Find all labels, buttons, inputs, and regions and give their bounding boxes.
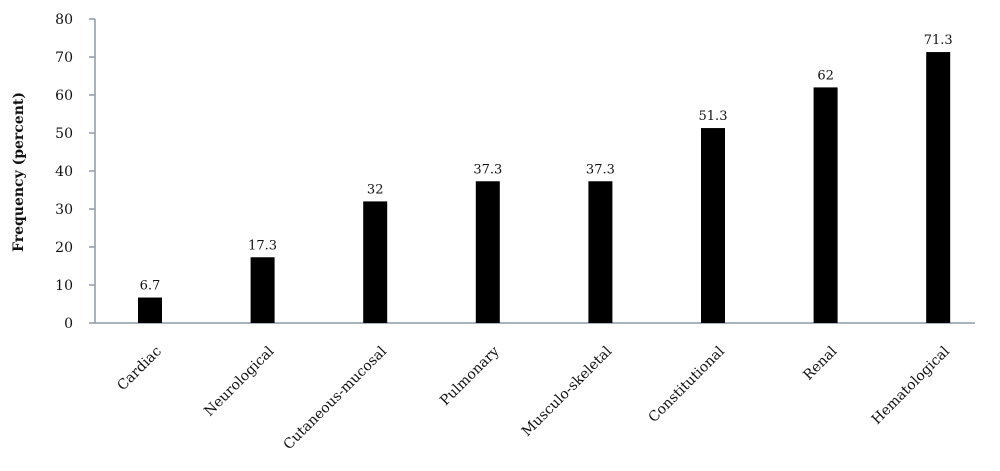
y-tick-label: 50 — [55, 126, 73, 142]
category-label: Neurological — [201, 343, 278, 420]
bar — [250, 257, 275, 323]
category-label: Constitutional — [645, 343, 728, 426]
bar — [701, 128, 725, 323]
bars — [138, 52, 951, 324]
data-label: 32 — [367, 182, 384, 197]
y-tick-label: 30 — [55, 202, 73, 218]
data-label: 6.7 — [140, 279, 161, 294]
data-label: 62 — [817, 68, 834, 83]
category-label: Pulmonary — [437, 343, 503, 409]
category-label: Renal — [800, 343, 840, 383]
category-label: Cardiac — [114, 343, 165, 394]
data-label: 17.3 — [248, 238, 277, 253]
bar — [588, 181, 613, 323]
y-tick-label: 60 — [55, 88, 73, 104]
y-axis-title: Frequency (percent) — [11, 92, 27, 252]
bar — [363, 201, 388, 323]
y-tick-label: 10 — [55, 278, 73, 294]
bar — [926, 52, 951, 324]
y-tick-label: 0 — [64, 316, 73, 332]
y-tick-label: 70 — [55, 50, 73, 66]
bar — [138, 297, 162, 323]
category-label: Musculo-skeletal — [519, 343, 616, 440]
y-tick-label: 20 — [55, 240, 73, 256]
category-label: Cutaneous-mucosal — [280, 343, 390, 453]
data-label: 37.3 — [473, 162, 502, 177]
category-label: Hematological — [869, 343, 954, 428]
data-label: 37.3 — [586, 162, 615, 177]
data-label: 71.3 — [924, 33, 953, 48]
bar — [813, 87, 838, 324]
axes: 0 10 20 30 40 50 60 70 80 — [55, 12, 975, 332]
data-label: 51.3 — [699, 109, 728, 124]
y-tick-label: 80 — [55, 12, 73, 28]
bar — [475, 181, 500, 323]
y-tick-label: 40 — [55, 164, 73, 180]
